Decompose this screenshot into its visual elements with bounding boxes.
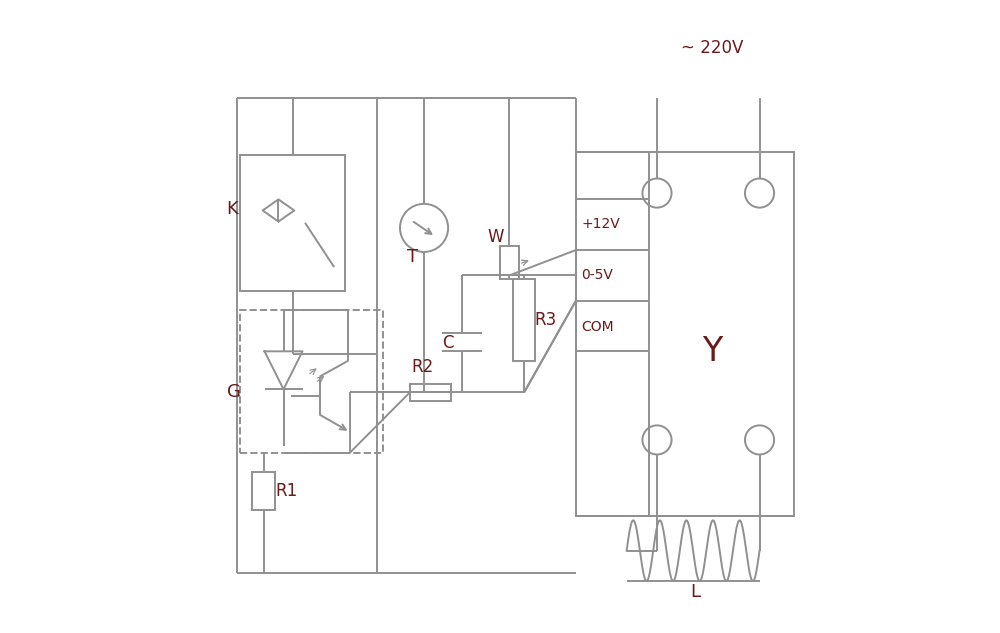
Text: R3: R3 [535, 311, 557, 329]
Text: 0-5V: 0-5V [581, 268, 613, 282]
Text: ~ 220V: ~ 220V [681, 39, 743, 57]
Bar [410, 384, 451, 401]
Text: G: G [227, 384, 240, 401]
Text: R1: R1 [275, 482, 298, 499]
Bar [576, 152, 649, 516]
Text: K: K [227, 200, 238, 218]
Bar [240, 310, 383, 453]
Text: T: T [407, 248, 418, 266]
Bar [240, 155, 345, 291]
Text: R2: R2 [411, 358, 434, 376]
Bar [252, 472, 275, 510]
Text: L: L [690, 583, 700, 601]
Text: Y: Y [703, 335, 723, 368]
Text: C: C [442, 334, 453, 352]
Bar [576, 152, 794, 516]
Text: W: W [487, 229, 504, 246]
Bar [500, 246, 519, 279]
Bar [513, 279, 535, 361]
Text: +12V: +12V [581, 217, 620, 231]
Text: COM: COM [581, 320, 614, 334]
